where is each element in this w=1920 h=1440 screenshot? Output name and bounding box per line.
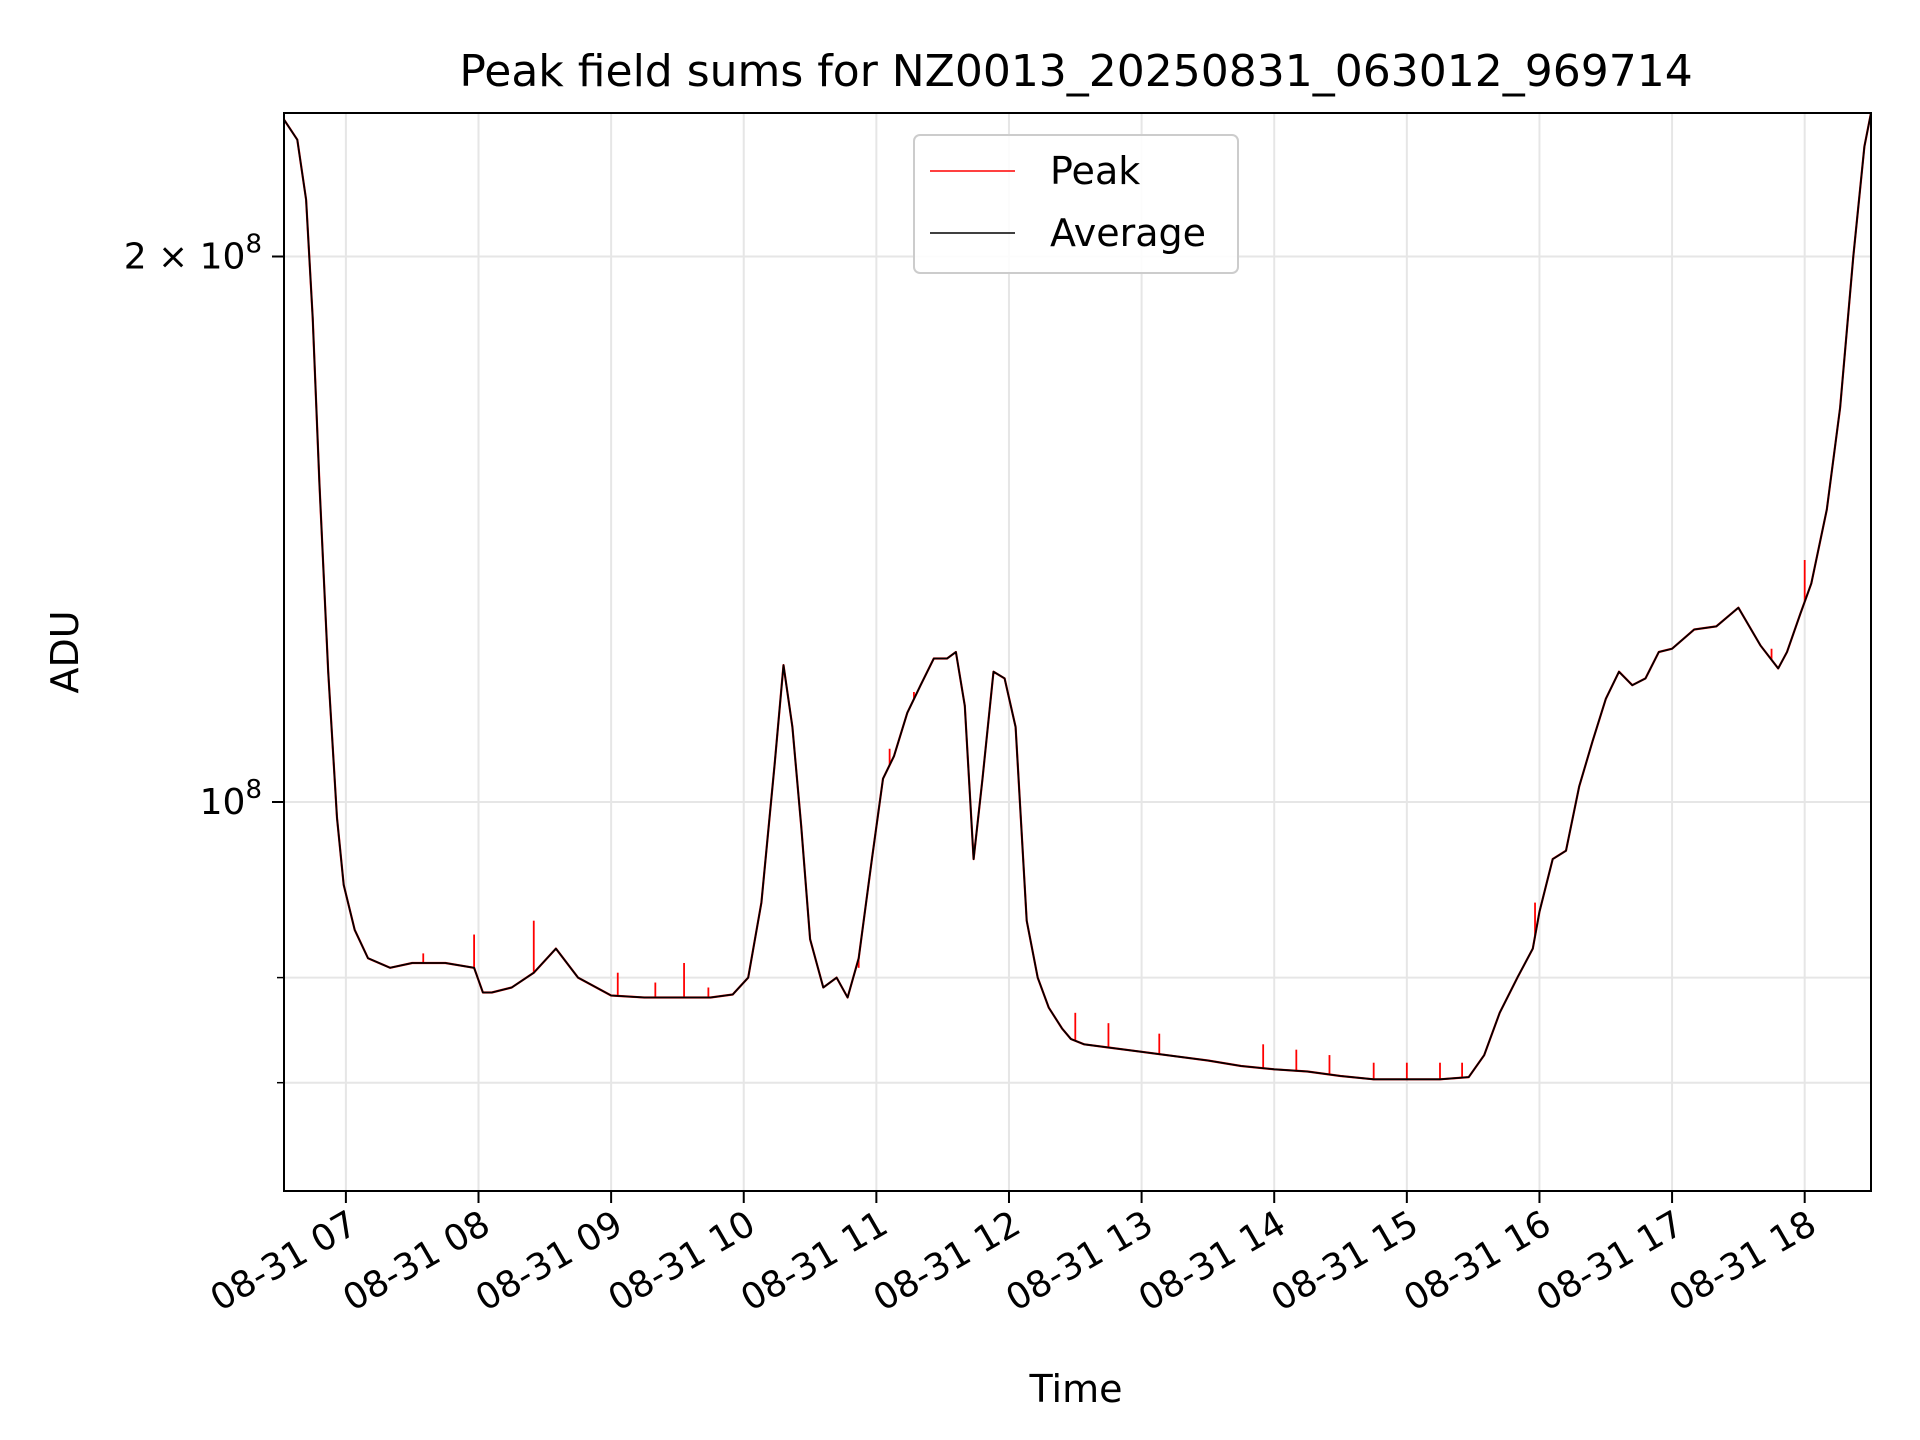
legend-label-peak: Peak xyxy=(1050,149,1140,193)
legend-box xyxy=(913,134,1239,274)
plot-series-group xyxy=(284,113,1871,1081)
average-series-line xyxy=(284,113,1871,1081)
chart-title: Peak field sums for NZ0013_20250831_0630… xyxy=(459,46,1692,97)
plot-area xyxy=(284,113,1871,1081)
legend: Peak Average xyxy=(913,134,1239,274)
y-tick-label: 108 xyxy=(200,775,262,823)
y-axis: 108 2 × 108 xyxy=(124,229,284,1084)
plot-frame xyxy=(283,112,1872,1192)
y-tick-label: 2 × 108 xyxy=(124,229,262,277)
x-axis-label: Time xyxy=(1029,1367,1123,1411)
legend-label-average: Average xyxy=(1050,211,1206,255)
y-axis-label: ADU xyxy=(43,610,87,693)
